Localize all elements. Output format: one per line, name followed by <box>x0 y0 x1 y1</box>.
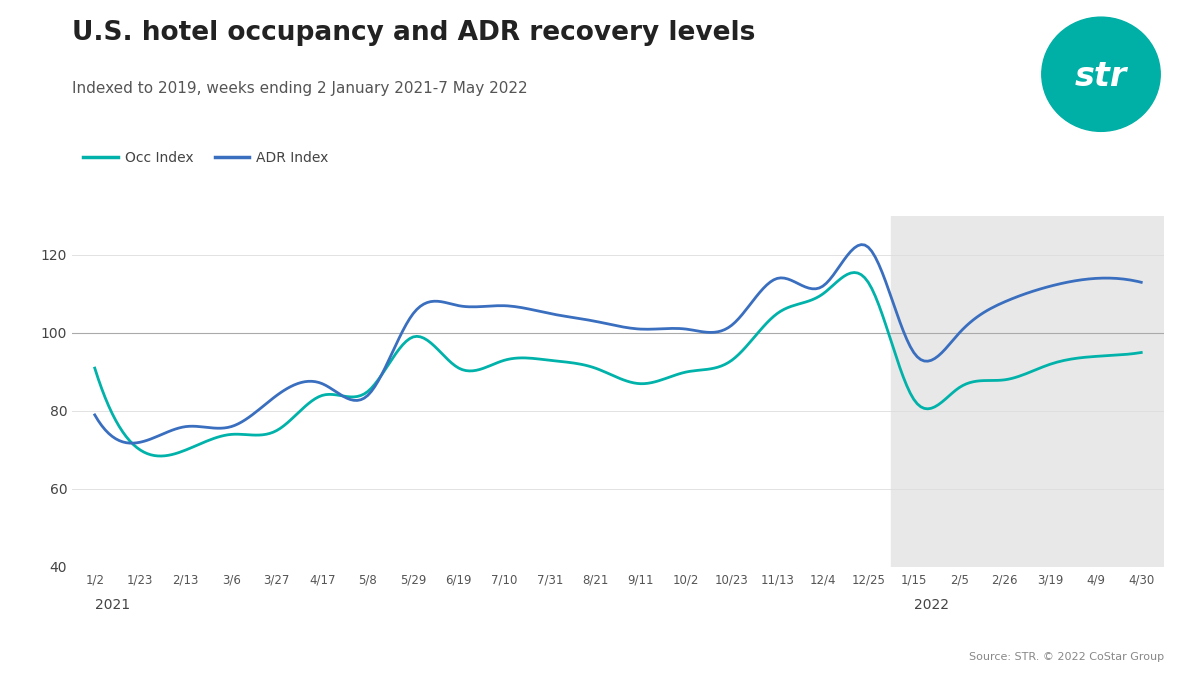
Legend: Occ Index, ADR Index: Occ Index, ADR Index <box>78 146 334 171</box>
Text: str: str <box>1075 60 1127 93</box>
Circle shape <box>1042 17 1160 132</box>
Text: U.S. hotel occupancy and ADR recovery levels: U.S. hotel occupancy and ADR recovery le… <box>72 20 755 47</box>
Bar <box>890 216 1164 567</box>
Text: 2022: 2022 <box>913 597 949 612</box>
Text: Source: STR. © 2022 CoStar Group: Source: STR. © 2022 CoStar Group <box>968 651 1164 662</box>
Text: 2021: 2021 <box>95 597 130 612</box>
Text: Indexed to 2019, weeks ending 2 January 2021-7 May 2022: Indexed to 2019, weeks ending 2 January … <box>72 81 528 96</box>
